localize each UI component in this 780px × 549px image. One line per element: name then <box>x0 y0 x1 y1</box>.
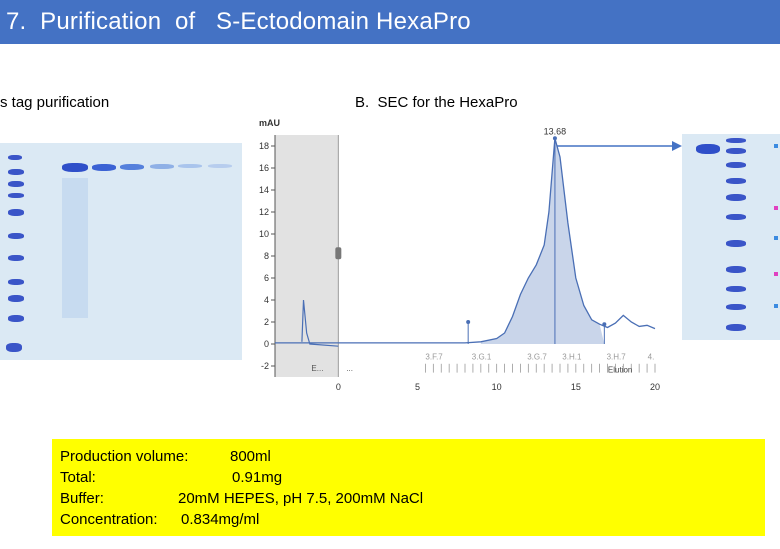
fraction-label: 4. <box>648 352 655 361</box>
gel-image-right <box>682 134 780 340</box>
fraction-label: 3.H.1 <box>562 352 582 361</box>
x-tick-label: 0 <box>336 382 341 392</box>
concentration-label: Concentration: <box>60 511 158 528</box>
x-tick-label: 5 <box>415 382 420 392</box>
buffer-value: 20mM HEPES, pH 7.5, 200mM NaCl <box>178 490 424 507</box>
y-tick-label: -2 <box>261 361 269 371</box>
fraction-label: 3.H.7 <box>607 352 627 361</box>
y-tick-label: 14 <box>259 185 269 195</box>
y-tick-label: 0 <box>264 339 269 349</box>
y-tick-label: 12 <box>259 207 269 217</box>
y-tick-label: 18 <box>259 141 269 151</box>
y-tick-label: 2 <box>264 317 269 327</box>
marker-dot <box>552 136 557 141</box>
injection-spike <box>301 299 339 347</box>
peak-area <box>480 138 605 344</box>
production-value: 800ml <box>230 448 271 465</box>
injection-region <box>275 135 339 377</box>
total-value: 0.91mg <box>232 469 283 486</box>
y-tick-label: 16 <box>259 163 269 173</box>
peak-label: 13.68 <box>544 126 567 136</box>
caption-right: B. SEC for the HexaPro <box>355 94 518 111</box>
caption-left: s tag purification <box>0 94 110 111</box>
series-line <box>275 138 656 344</box>
y-tick-label: 4 <box>264 295 269 305</box>
y-axis-label: mAU <box>259 118 280 128</box>
elution-label: Elution <box>608 365 632 374</box>
fraction-label: 3.F.7 <box>425 352 443 361</box>
gel-image-left <box>0 143 242 360</box>
sec-chart: -2 0 2 4 6 8 10 12 14 16 18 mAU 0 5 10 15 20 13.68 3.F.7 3.… <box>255 115 660 400</box>
x-tick-label: 20 <box>650 382 660 392</box>
info-box: Production volume: 800ml Total: 0.91mg B… <box>52 439 765 536</box>
truncated-label: E... <box>311 364 323 373</box>
marker-dot <box>602 322 607 327</box>
x-tick-label: 15 <box>571 382 581 392</box>
y-tick-label: 8 <box>264 251 269 261</box>
truncated-label: ... <box>346 364 353 373</box>
page-title: 7. Purification of S-Ectodomain HexaPro <box>6 8 471 35</box>
y-tick-label: 10 <box>259 229 269 239</box>
concentration-value: 0.834mg/ml <box>181 511 260 528</box>
marker-dot <box>466 320 471 324</box>
production-label: Production volume: <box>60 448 189 465</box>
x-tick-label: 10 <box>492 382 502 392</box>
sec-chart-svg: -2 0 2 4 6 8 10 12 14 16 18 mAU 0 5 10 15 20 13.68 3.F.7 3.… <box>259 118 660 392</box>
title-bar: 7. Purification of S-Ectodomain HexaPro <box>0 0 780 44</box>
total-label: Total: <box>60 469 96 486</box>
divider-handle <box>335 247 342 260</box>
buffer-label: Buffer: <box>60 490 104 507</box>
fraction-label: 3.G.7 <box>527 352 547 361</box>
y-tick-label: 6 <box>264 273 269 283</box>
fraction-label: 3.G.1 <box>472 352 492 361</box>
